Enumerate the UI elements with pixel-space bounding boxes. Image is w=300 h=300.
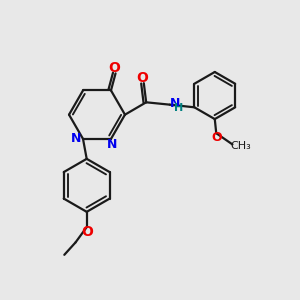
Text: CH₃: CH₃ bbox=[230, 141, 251, 151]
Text: N: N bbox=[169, 97, 180, 110]
Text: O: O bbox=[81, 225, 93, 239]
Text: N: N bbox=[71, 132, 82, 145]
Text: O: O bbox=[212, 131, 222, 144]
Text: N: N bbox=[107, 138, 118, 151]
Text: O: O bbox=[136, 71, 148, 85]
Text: H: H bbox=[174, 103, 183, 113]
Text: O: O bbox=[108, 61, 120, 75]
